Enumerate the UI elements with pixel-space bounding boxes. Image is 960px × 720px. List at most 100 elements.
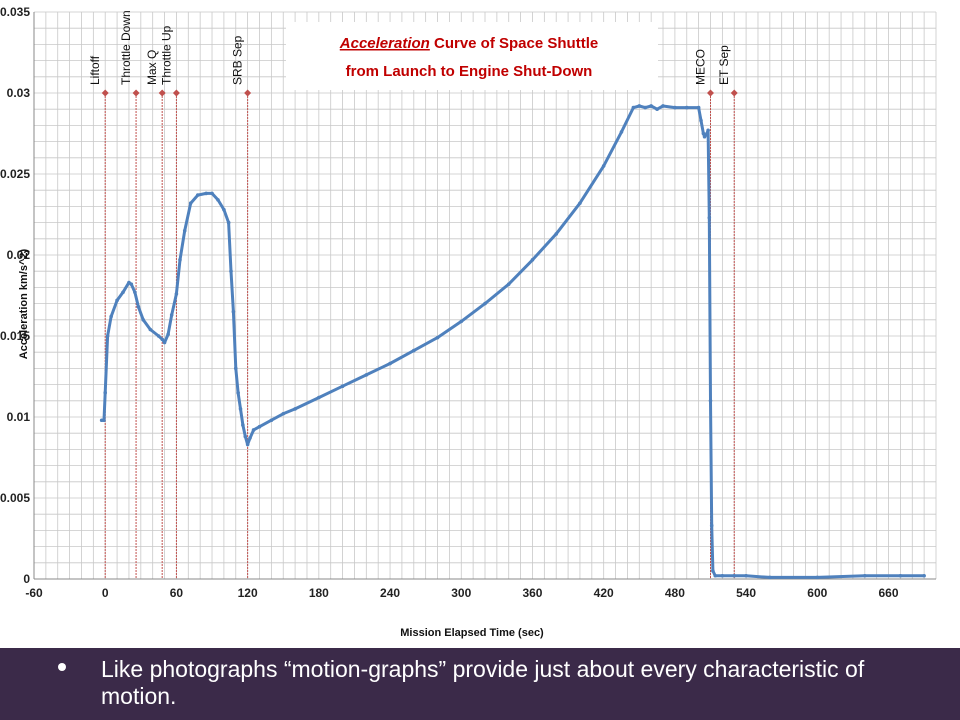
event-marker <box>158 89 166 97</box>
y-axis-title: Acceleration km/s^2) <box>18 248 30 359</box>
data-point <box>506 282 511 286</box>
data-point <box>705 131 709 136</box>
tick-labels: -60 0 60 120 180 240 300 360 420 480 540 600 66000.0… <box>0 5 899 600</box>
y-tick-label: 0 <box>23 572 30 586</box>
x-tick-label: 180 <box>309 586 329 600</box>
data-point <box>269 418 274 423</box>
event-label: SRB Sep <box>231 35 245 85</box>
data-point <box>136 305 141 309</box>
data-point <box>103 390 108 395</box>
chart-title-line-1: Acceleration Curve of Space Shuttle <box>339 35 598 52</box>
data-point <box>204 191 208 196</box>
data-point <box>732 573 737 578</box>
bullet-text: Like photographs “motion-graphs” provide… <box>101 656 865 709</box>
title-rest: Curve of Space Shuttle <box>430 35 598 52</box>
event-label: MECO <box>694 49 708 85</box>
data-point <box>229 269 233 274</box>
data-point <box>388 361 392 366</box>
data-point <box>898 573 903 578</box>
y-tick-label: 0.025 <box>0 167 30 181</box>
slide-bullet-band <box>0 648 960 720</box>
data-point <box>649 104 653 108</box>
data-point <box>709 523 714 528</box>
x-tick-label: 540 <box>736 586 756 600</box>
data-point <box>530 258 535 262</box>
data-point <box>102 418 106 423</box>
data-point <box>578 201 582 205</box>
data-point <box>133 290 137 295</box>
data-point <box>226 220 231 225</box>
event-label: ET Sep <box>717 45 731 85</box>
data-point <box>340 384 345 389</box>
data-point <box>713 573 718 578</box>
data-point <box>129 282 134 286</box>
data-point <box>411 348 416 353</box>
event-marker <box>707 89 714 97</box>
y-tick-label: 0.005 <box>0 491 30 505</box>
x-tick-label: 360 <box>522 586 542 600</box>
data-point <box>178 258 182 262</box>
acceleration-chart: Liftoff Throttle Down Max Q Throttle Up SRB … <box>0 0 960 648</box>
y-tick-label: 0.015 <box>0 329 30 343</box>
data-point <box>245 442 250 447</box>
data-point <box>661 104 665 108</box>
series-layer <box>99 104 926 580</box>
data-point <box>707 215 712 220</box>
data-point <box>701 131 706 136</box>
data-point <box>619 130 624 134</box>
event-label: Liftoff <box>88 55 102 85</box>
data-point <box>222 207 226 212</box>
x-axis-title: Mission Elapsed Time (sec) <box>400 627 544 639</box>
data-point <box>281 411 286 416</box>
data-point <box>637 104 642 108</box>
data-point <box>862 573 867 578</box>
event-marker <box>244 89 252 97</box>
data-point <box>216 198 220 202</box>
data-point <box>233 366 238 371</box>
data-point <box>554 232 559 236</box>
data-point <box>174 292 179 296</box>
x-tick-label: 420 <box>594 586 614 600</box>
data-point <box>115 298 119 303</box>
data-point <box>160 337 164 342</box>
data-point <box>643 105 648 110</box>
data-point <box>195 193 200 197</box>
data-point <box>364 373 369 377</box>
y-tick-label: 0.035 <box>0 5 30 19</box>
data-point <box>121 290 125 295</box>
data-point <box>169 313 174 317</box>
data-point <box>655 107 659 111</box>
data-point <box>435 335 440 340</box>
title-box <box>286 22 658 90</box>
data-point <box>708 399 713 403</box>
x-tick-label: 660 <box>879 586 899 600</box>
y-tick-label: 0.03 <box>7 86 31 100</box>
data-point <box>631 105 636 110</box>
data-point <box>162 340 167 345</box>
data-point <box>684 105 689 110</box>
x-tick-label: 600 <box>807 586 827 600</box>
title-emphasis: Acceleration <box>339 35 430 52</box>
data-point <box>601 164 606 168</box>
x-tick-label: 0 <box>102 586 109 600</box>
data-point <box>251 428 256 432</box>
data-point <box>699 118 703 123</box>
bullet-dot <box>58 663 66 671</box>
chart-area: Liftoff Throttle Down Max Q Throttle Up SRB … <box>0 0 960 648</box>
data-point <box>243 434 248 439</box>
data-point <box>815 575 820 580</box>
data-point <box>248 436 252 440</box>
event-marker <box>172 89 180 97</box>
data-point <box>720 573 725 578</box>
event-marker <box>132 89 140 97</box>
chart-background <box>0 0 960 648</box>
event-label: Max Q <box>145 50 159 85</box>
event-label: Throttle Up <box>159 25 173 85</box>
data-point <box>105 334 110 338</box>
data-point <box>109 314 113 319</box>
data-point <box>459 319 464 324</box>
y-tick-label: 0.02 <box>7 248 31 262</box>
data-point <box>922 573 926 578</box>
data-point <box>148 327 153 332</box>
data-point <box>702 134 707 139</box>
